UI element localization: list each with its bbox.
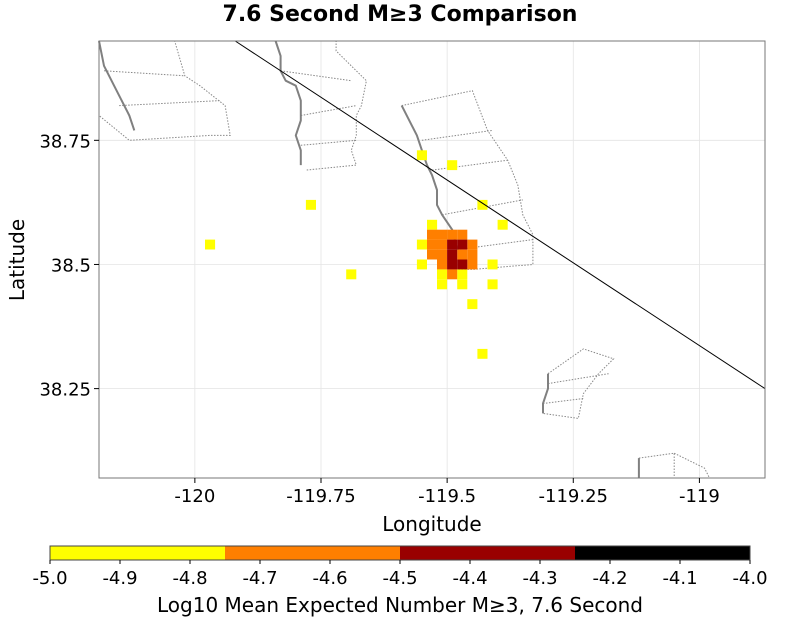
- hazard-cell: [457, 239, 468, 250]
- hazard-cell: [477, 348, 488, 359]
- region-boundary: [300, 139, 357, 146]
- region-boundary: [673, 452, 710, 479]
- region-boundary: [98, 40, 231, 141]
- region-boundary: [638, 452, 675, 478]
- hazard-cell: [447, 160, 458, 171]
- hazard-cell: [346, 269, 357, 280]
- region-boundary: [421, 129, 493, 141]
- colorbar-label: Log10 Mean Expected Number M≥3, 7.6 Seco…: [157, 593, 643, 617]
- hazard-cell: [437, 229, 448, 240]
- hazard-cell: [457, 259, 468, 270]
- colorbar-tick-label: -4.8: [172, 568, 207, 589]
- hazard-cell: [467, 299, 478, 310]
- roads: [98, 40, 640, 478]
- region-boundary: [542, 348, 615, 419]
- hazard-cell: [205, 239, 216, 250]
- colorbar-ticks: -5.0 -4.9 -4.8 -4.7 -4.6 -4.5 -4.4 -4.3 -4.2 -4.1…: [32, 560, 768, 589]
- y-ticks: 38.25 38.5 38.75: [39, 131, 99, 401]
- colorbar-band: [225, 546, 400, 560]
- hazard-cell: [477, 199, 488, 210]
- hazard-cell: [427, 219, 438, 230]
- hazard-cell: [457, 249, 468, 260]
- hazard-cell: [416, 259, 427, 270]
- x-ticks: -120 -119.75 -119.5 -119.25 -119: [174, 478, 720, 507]
- hazard-cell: [447, 239, 458, 250]
- plot-frame: [98, 40, 766, 479]
- hazard-cell: [416, 150, 427, 161]
- hazard-cell: [437, 259, 448, 270]
- region-boundary: [431, 159, 508, 171]
- hazard-cell: [457, 229, 468, 240]
- hazard-cell: [467, 259, 478, 270]
- colorbar-tick-label: -4.1: [662, 568, 697, 589]
- region-boundaries: [98, 40, 710, 479]
- x-tick-label: -119.5: [418, 486, 476, 507]
- region-boundary: [103, 70, 185, 77]
- road-line: [98, 40, 136, 131]
- y-axis-label: Latitude: [5, 219, 29, 301]
- hazard-cell: [427, 239, 438, 250]
- y-tick-label: 38.25: [39, 380, 91, 401]
- colorbar: [49, 545, 751, 561]
- hazard-cell: [447, 269, 458, 280]
- colorbar-tick-label: -4.7: [242, 568, 277, 589]
- hazard-cell: [487, 279, 498, 290]
- hazard-cell: [305, 199, 316, 210]
- hazard-cell: [447, 229, 458, 240]
- hazard-cell: [427, 249, 438, 260]
- y-tick-label: 38.5: [51, 255, 91, 276]
- colorbar-tick-label: -4.6: [312, 568, 347, 589]
- hazard-cell: [447, 249, 458, 260]
- page-title: 7.6 Second M≥3 Comparison: [222, 2, 578, 27]
- colorbar-tick-label: -4.2: [592, 568, 627, 589]
- hazard-cell: [437, 279, 448, 290]
- colorbar-tick-label: -4.9: [102, 568, 137, 589]
- hazard-cells: [205, 150, 508, 359]
- hazard-cell: [437, 239, 448, 250]
- x-tick-label: -120: [174, 486, 215, 507]
- fault-line-group: [234, 40, 766, 390]
- colorbar-tick-label: -5.0: [32, 568, 67, 589]
- road-line: [542, 373, 549, 414]
- hazard-cell: [497, 219, 508, 230]
- colorbar-tick-label: -4.4: [452, 568, 487, 589]
- region-boundary: [300, 105, 357, 116]
- x-tick-label: -119: [679, 486, 720, 507]
- region-boundary: [547, 373, 609, 385]
- region-boundary: [542, 398, 584, 404]
- hazard-cell: [437, 269, 448, 280]
- colorbar-tick-label: -4.0: [732, 568, 767, 589]
- hazard-cell: [416, 239, 427, 250]
- hazard-cell: [487, 259, 498, 270]
- hazard-cell: [467, 239, 478, 250]
- colorbar-band: [575, 546, 750, 560]
- road-line: [274, 40, 302, 166]
- hazard-cell: [457, 269, 468, 280]
- colorbar-band: [50, 546, 225, 560]
- x-tick-label: -119.25: [539, 486, 608, 507]
- colorbar-tick-label: -4.3: [522, 568, 557, 589]
- colorbar-tick-label: -4.5: [382, 568, 417, 589]
- region-boundary: [119, 100, 221, 107]
- hazard-cell: [437, 249, 448, 260]
- region-boundary: [401, 90, 534, 270]
- region-boundary: [280, 70, 352, 82]
- hazard-cell: [447, 259, 458, 270]
- y-tick-label: 38.75: [39, 131, 91, 152]
- hazard-cell: [427, 229, 438, 240]
- hazard-cell: [457, 279, 468, 290]
- fault-line: [234, 40, 766, 390]
- x-tick-label: -119.75: [286, 486, 355, 507]
- road-line: [400, 105, 459, 250]
- colorbar-band: [400, 546, 575, 560]
- hazard-cell: [467, 249, 478, 260]
- region-boundary: [275, 40, 367, 171]
- x-axis-label: Longitude: [382, 512, 481, 536]
